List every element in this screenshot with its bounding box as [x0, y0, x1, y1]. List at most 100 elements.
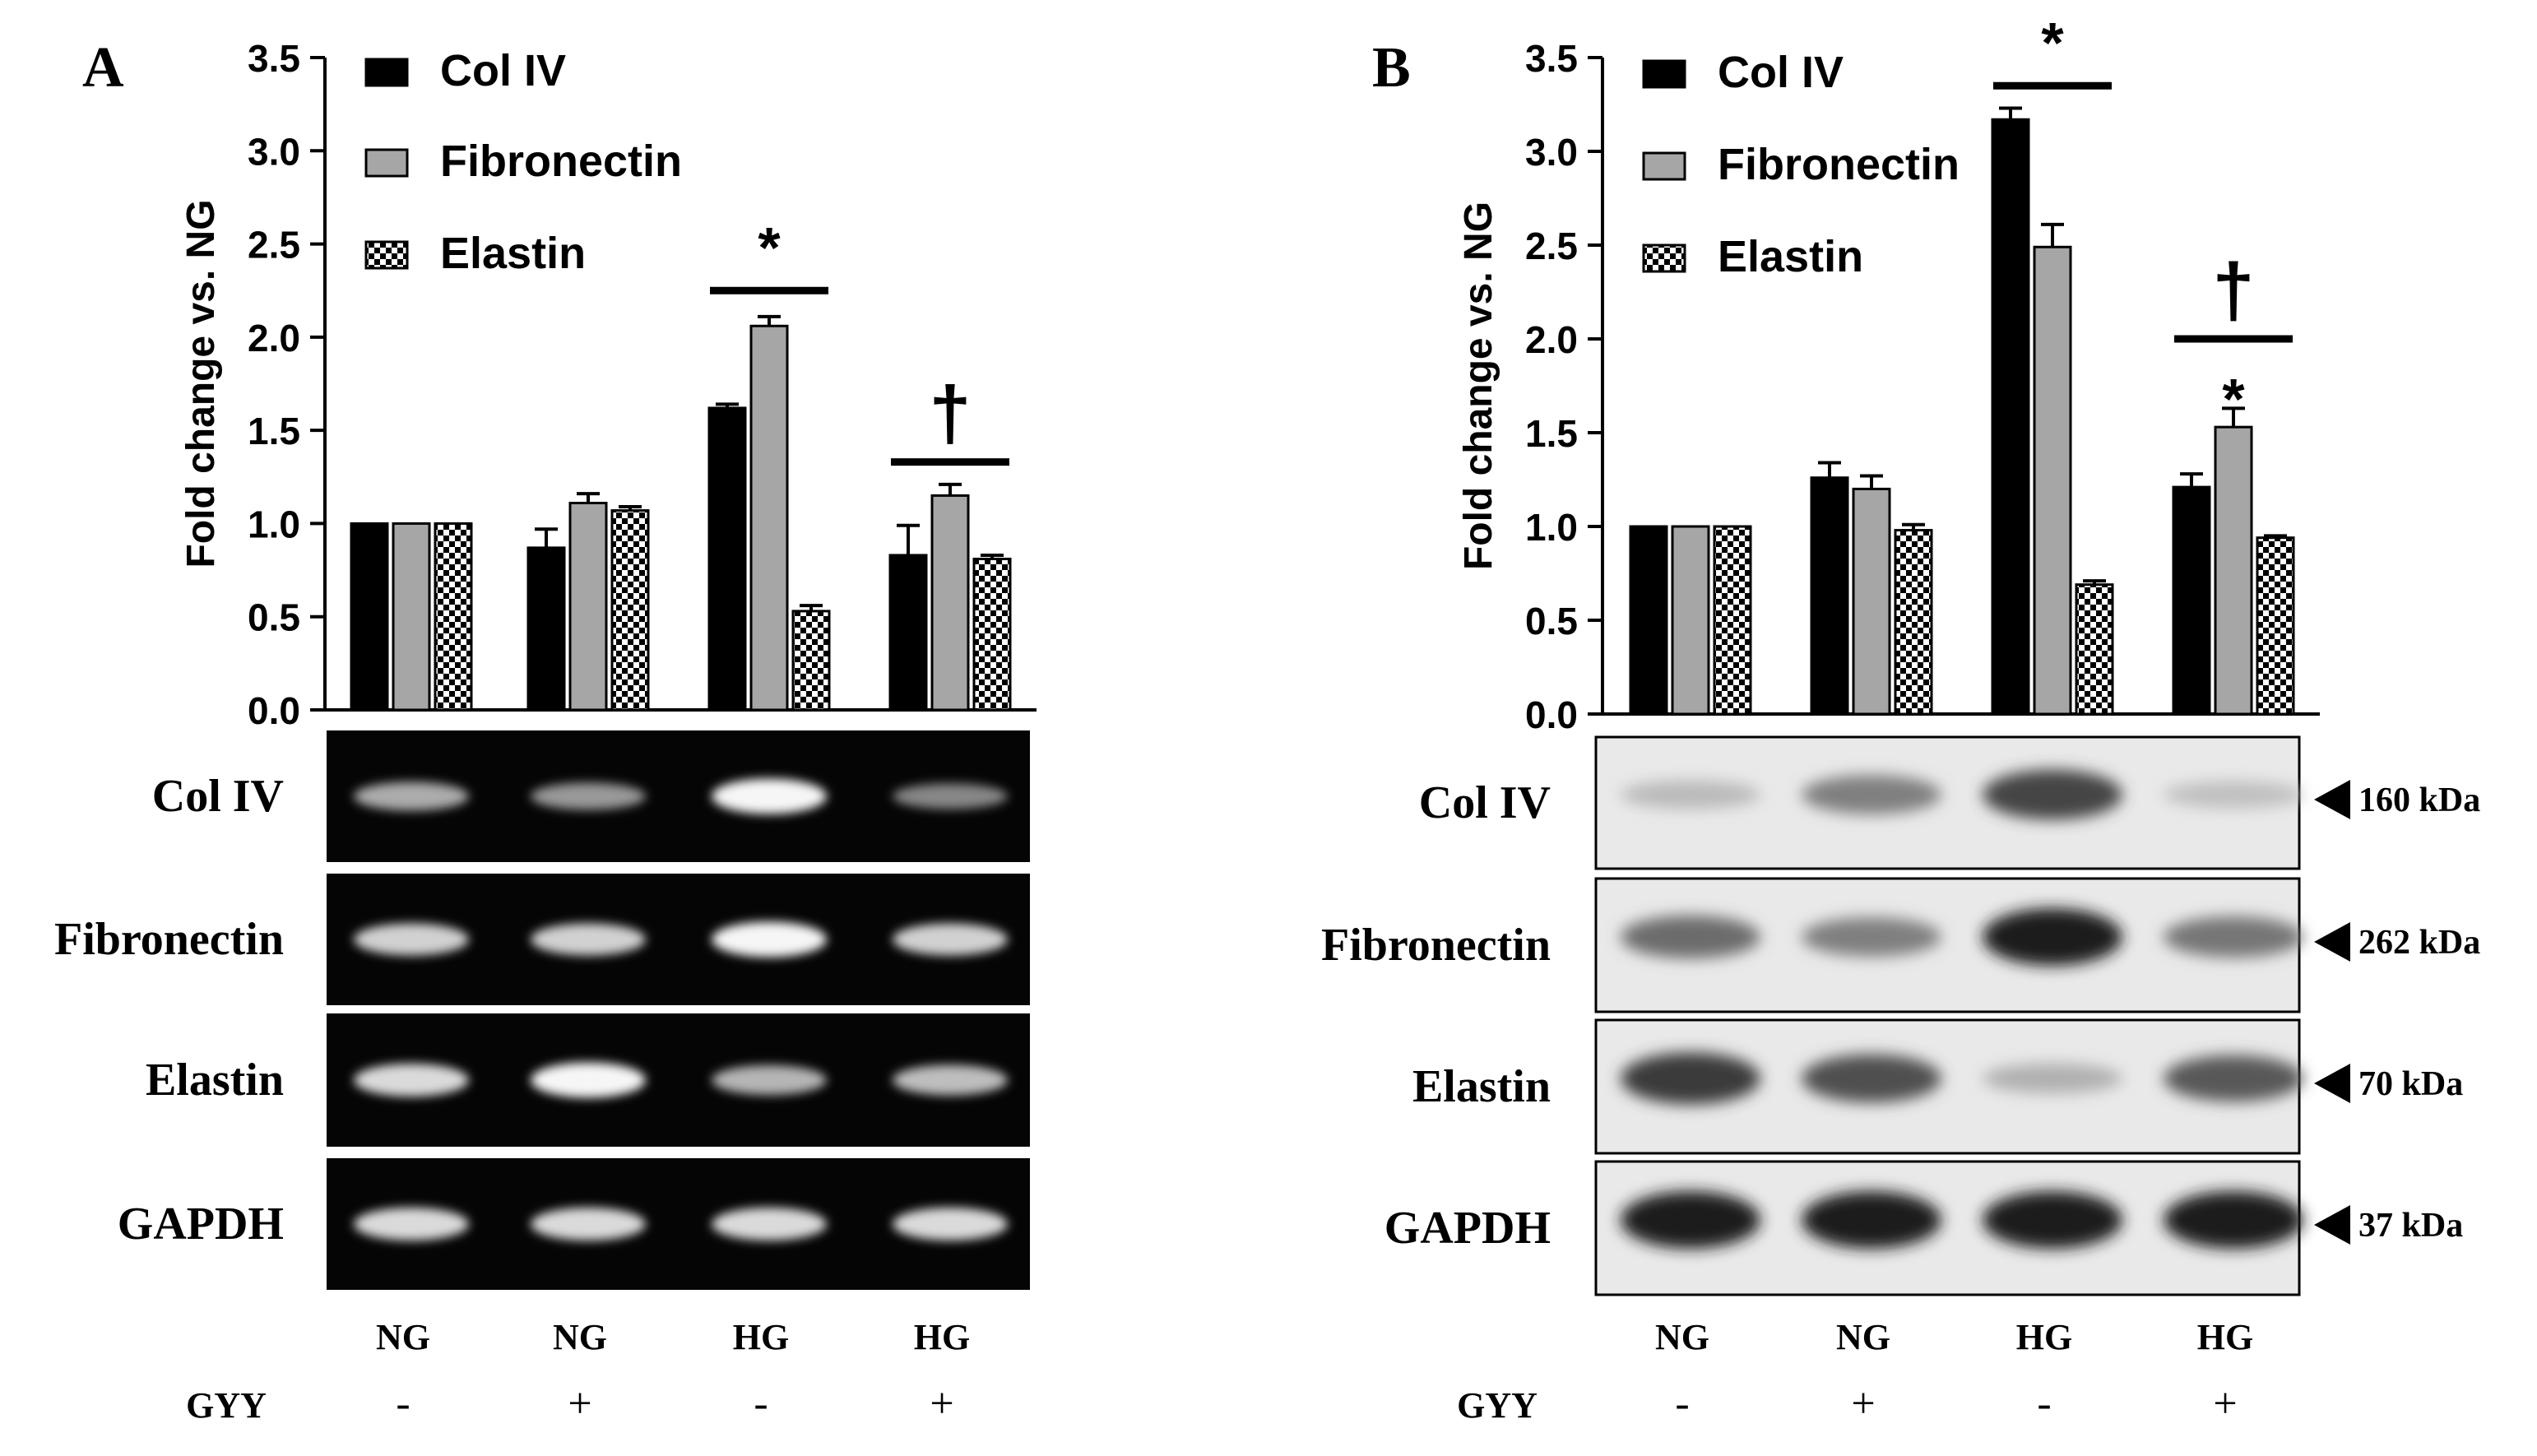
x-category-label: NG — [1655, 1317, 1709, 1357]
panel-b: B 0.0 0.5 1.0 1.5 2.0 2.5 3.0 3.5 Fold change vs.… — [1321, 11, 2480, 1427]
bar — [1629, 525, 1668, 716]
bar — [434, 522, 473, 712]
bar — [1713, 525, 1752, 716]
treatment-value: - — [754, 1380, 768, 1427]
bar — [568, 502, 608, 712]
y-tick-label: 3.5 — [248, 37, 300, 80]
y-tick-label: 3.0 — [1525, 131, 1578, 174]
blot-row-label: Fibronectin — [54, 914, 284, 965]
y-tick-label: 0.0 — [248, 689, 300, 732]
blot-band — [354, 781, 469, 811]
blot-arrow-icon — [2314, 1205, 2350, 1245]
molecular-weight-label: 70 kDa — [2358, 1065, 2463, 1103]
blot-row-label: Elastin — [146, 1055, 284, 1106]
bar — [350, 522, 389, 712]
bar — [2033, 245, 2072, 716]
blot-band — [2164, 1191, 2303, 1249]
y-tick-label: 1.0 — [248, 503, 300, 545]
blot-panel: Col IV Fibronectin Elastin GAPDH — [54, 730, 1030, 1290]
blot-band — [2164, 916, 2303, 958]
x-category-label: NG — [1836, 1317, 1890, 1357]
legend-swatch — [1642, 59, 1686, 89]
bar — [392, 522, 431, 712]
treatment-value: - — [396, 1380, 410, 1427]
bar — [1991, 118, 2030, 716]
bar — [749, 324, 789, 712]
blot-band — [1983, 908, 2122, 966]
bar — [610, 509, 650, 712]
legend-label: Elastin — [1718, 232, 1863, 281]
blot-band — [531, 923, 646, 956]
treatment-value: + — [930, 1380, 953, 1427]
legend-swatch — [364, 58, 409, 87]
y-axis-label: Fold change vs. NG — [1457, 202, 1500, 570]
blot-band — [712, 1208, 827, 1240]
y-tick-label: 2.5 — [1525, 225, 1578, 267]
blot-panel: 160 kDa Col IV 262 kDa Fibronectin 70 kDa Ela… — [1321, 735, 2480, 1296]
blot-band — [712, 921, 827, 958]
blot-row-label: GAPDH — [118, 1199, 284, 1250]
x-category-label: NG — [553, 1317, 607, 1357]
blot-band — [1983, 1063, 2122, 1094]
y-tick-label: 1.0 — [1525, 506, 1578, 549]
treatment-value: - — [2037, 1380, 2051, 1427]
blot-row-label: Elastin — [1412, 1061, 1551, 1112]
molecular-weight-label: 37 kDa — [2358, 1207, 2463, 1245]
legend-label: Col IV — [1718, 48, 1844, 97]
blot-band — [1621, 915, 1760, 959]
y-tick-label: 2.5 — [248, 224, 300, 267]
treatment-label: GYY — [1457, 1385, 1538, 1426]
bar — [1671, 525, 1710, 716]
significance-symbol: * — [758, 216, 781, 280]
legend-label: Elastin — [440, 229, 586, 278]
panel-a: A 0.0 0.5 1.0 1.5 2.0 2.5 3.0 3.5 Fold change vs.… — [54, 36, 1037, 1427]
blot-band — [2164, 1055, 2303, 1102]
molecular-weight-label: 262 kDa — [2358, 924, 2480, 962]
blot-arrow-icon — [2314, 780, 2350, 819]
blot-band — [1802, 775, 1941, 814]
blot-row-label: Col IV — [152, 771, 284, 822]
bar — [1894, 529, 1933, 716]
bar — [2256, 536, 2295, 716]
x-category-label: HG — [2197, 1317, 2253, 1357]
blot-band — [893, 923, 1008, 956]
blot-band — [1802, 1191, 1941, 1249]
blot-band — [354, 1208, 469, 1240]
y-tick-label: 0.5 — [248, 596, 300, 639]
treatment-value: - — [1675, 1380, 1689, 1427]
bar — [888, 554, 928, 712]
bar — [930, 494, 970, 712]
bar — [1852, 487, 1891, 716]
blot-arrow-icon — [2314, 922, 2350, 962]
x-category-label: HG — [914, 1317, 970, 1357]
blot-band — [531, 1208, 646, 1240]
molecular-weight-label: 160 kDa — [2358, 781, 2480, 819]
legend-swatch — [364, 148, 409, 178]
treatment-value: + — [568, 1380, 591, 1427]
y-tick-label: 1.5 — [248, 410, 300, 452]
x-category-label: NG — [376, 1317, 430, 1357]
bar — [2075, 583, 2114, 716]
blot-band — [531, 1062, 646, 1098]
bar — [2214, 425, 2253, 716]
significance-symbol: * — [2041, 11, 2064, 75]
panel-label: A — [82, 36, 124, 100]
legend-swatch — [364, 240, 409, 270]
y-tick-label: 2.0 — [248, 317, 300, 359]
blot-band — [893, 1064, 1008, 1096]
bar — [791, 610, 831, 712]
blot-band — [893, 783, 1008, 809]
blot-band — [354, 923, 469, 956]
blot-band — [712, 778, 827, 814]
y-tick-label: 2.0 — [1525, 318, 1578, 361]
treatment-value: + — [2213, 1380, 2237, 1427]
y-tick-label: 3.0 — [248, 130, 300, 173]
blot-band — [1983, 769, 2122, 820]
blot-band — [2164, 781, 2303, 809]
x-category-label: HG — [733, 1317, 789, 1357]
bar — [707, 406, 747, 712]
blot-band — [1621, 1052, 1760, 1105]
blot-band — [531, 782, 646, 810]
blot-row-label: Fibronectin — [1321, 920, 1551, 971]
significance-symbol: * — [2222, 367, 2245, 431]
